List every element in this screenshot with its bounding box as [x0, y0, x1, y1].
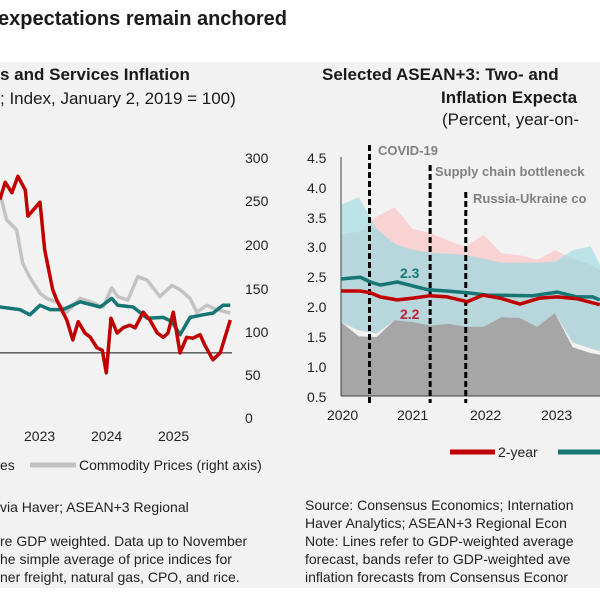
event-label-russia-ukraine: Russia-Ukraine co — [473, 191, 587, 206]
band-floor — [341, 313, 600, 397]
y-tick: 3.5 — [307, 210, 327, 226]
y-tick: 1.5 — [307, 329, 327, 345]
series-line-gray_line — [0, 192, 231, 315]
band-overlap — [341, 228, 600, 352]
x-tick: 2021 — [397, 407, 429, 423]
event-label-supply-chain: Supply chain bottleneck — [435, 164, 585, 179]
series-line-red — [341, 289, 600, 307]
right-note-line: Note: Lines refer to GDP-weighted averag… — [305, 533, 574, 549]
y-right-tick: 300 — [245, 150, 269, 166]
series-line-red — [0, 174, 232, 375]
y-right-tick: 100 — [245, 324, 269, 340]
left-chart-title: s and Services Inflation — [0, 65, 190, 84]
right-chart-subtitle: (Percent, year-on- — [442, 110, 579, 129]
y-right-tick: 50 — [245, 367, 261, 383]
y-tick: 2.0 — [307, 299, 327, 315]
x-tick: 2025 — [158, 428, 190, 444]
y-right-tick: 250 — [245, 193, 269, 209]
right-source-line: Source: Consensus Economics; Internation — [305, 497, 574, 513]
series-line-teal — [340, 275, 600, 302]
y-right-tick: 150 — [245, 281, 269, 297]
y-tick: 4.5 — [307, 150, 327, 166]
right-chart-title-line1: Selected ASEAN+3: Two- and — [322, 65, 559, 84]
left-legend-label-1: es — [0, 457, 15, 473]
y-tick: 0.5 — [307, 389, 327, 405]
y-tick: 2.5 — [307, 269, 327, 285]
page-title: expectations remain anchored — [0, 8, 287, 30]
red-line-label: 2.2 — [400, 306, 420, 322]
y-right-tick: 0 — [245, 410, 253, 426]
left-note-line: he simple average of price indices for — [0, 551, 232, 567]
x-tick: 2023 — [541, 407, 573, 423]
right-legend-label-2-year: 2-year — [498, 444, 538, 460]
y-tick: 4.0 — [307, 180, 327, 196]
left-source-line: via Haver; ASEAN+3 Regional — [0, 499, 189, 515]
x-tick: 2024 — [91, 428, 123, 444]
y-tick: 1.0 — [307, 359, 327, 375]
left-legend-label-commodity: Commodity Prices (right axis) — [79, 457, 262, 473]
x-tick: 2022 — [470, 407, 502, 423]
left-note-line: ner freight, natural gas, CPO, and rice. — [0, 569, 240, 585]
right-chart-title-line2: Inflation Expecta — [441, 88, 578, 107]
right-note-line: forecast, bands refer to GDP-weighted av… — [305, 551, 571, 567]
right-note-line: inflation forecasts from Consensus Econo… — [305, 569, 569, 585]
event-label-covid: COVID-19 — [378, 143, 438, 158]
series-line-teal — [0, 296, 231, 337]
left-chart-subtitle: ; Index, January 2, 2019 = 100) — [0, 89, 236, 108]
y-right-tick: 200 — [245, 237, 269, 253]
teal-line-label: 2.3 — [400, 265, 420, 281]
y-tick: 3.0 — [307, 239, 327, 255]
right-source-line: Haver Analytics; ASEAN+3 Regional Econ — [305, 515, 567, 531]
x-tick: 2020 — [327, 407, 359, 423]
left-note-line: re GDP weighted. Data up to November — [0, 533, 248, 549]
x-tick: 2023 — [24, 428, 56, 444]
